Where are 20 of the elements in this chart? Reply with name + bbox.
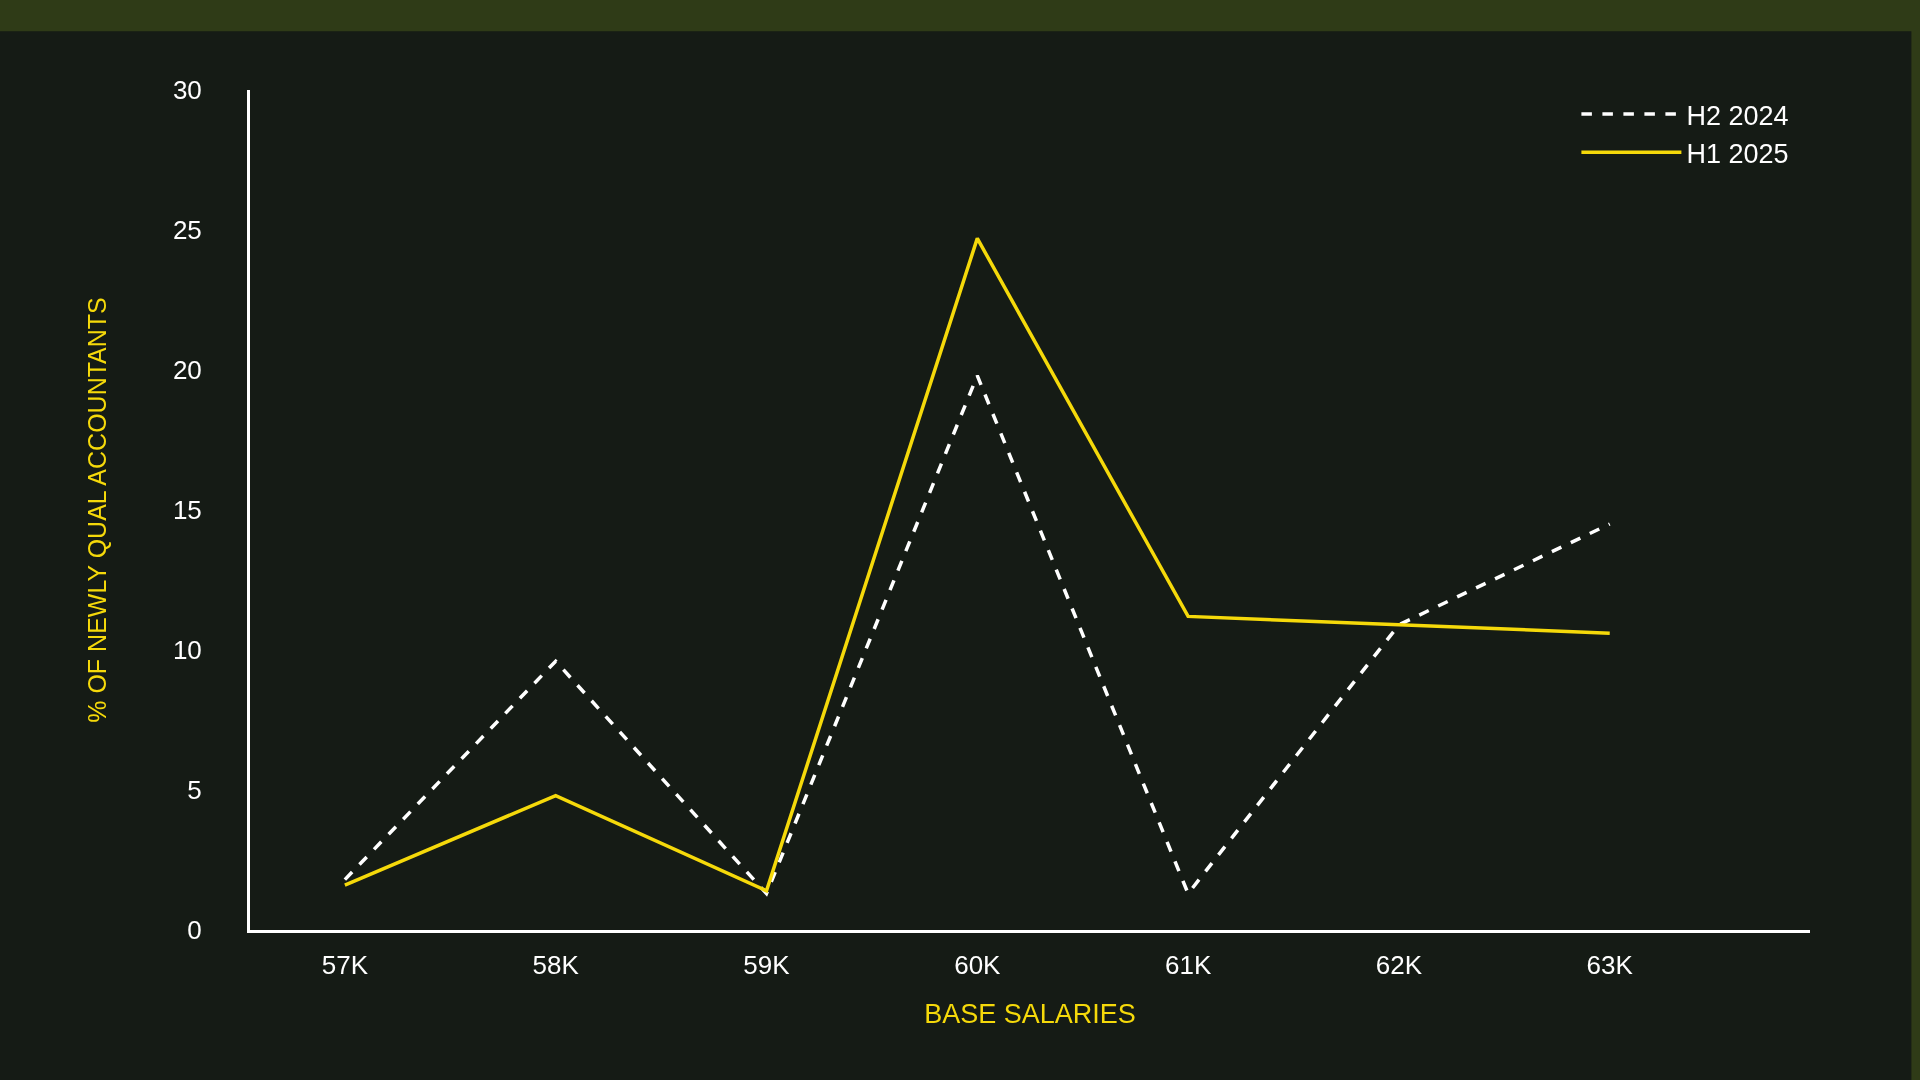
x-tick-label: 63K: [1586, 950, 1634, 981]
x-axis-title: BASE SALARIES: [924, 998, 1136, 1029]
y-tick-label: 20: [172, 355, 202, 386]
y-tick-label: 30: [172, 75, 202, 106]
y-tick-label: 5: [187, 775, 202, 806]
y-tick-label: 15: [172, 495, 202, 526]
y-tick-label: 25: [172, 215, 202, 246]
line-series: [343, 236, 1612, 893]
x-tick-label: 57K: [321, 950, 369, 981]
y-tick-label: 0: [187, 915, 202, 946]
legend-label: H1 2025: [1686, 138, 1789, 169]
y-axis-title: % OF NEWLY QUAL ACCOUNTANTS: [82, 297, 111, 723]
line-series: [343, 373, 1612, 896]
x-tick-label: 61K: [1164, 950, 1212, 981]
y-tick-label: 10: [172, 635, 202, 666]
legend-label: H2 2024: [1686, 100, 1789, 131]
x-tick-label: 60K: [954, 950, 1002, 981]
x-tick-label: 58K: [532, 950, 580, 981]
x-tick-label: 59K: [743, 950, 791, 981]
x-tick-label: 62K: [1375, 950, 1423, 981]
